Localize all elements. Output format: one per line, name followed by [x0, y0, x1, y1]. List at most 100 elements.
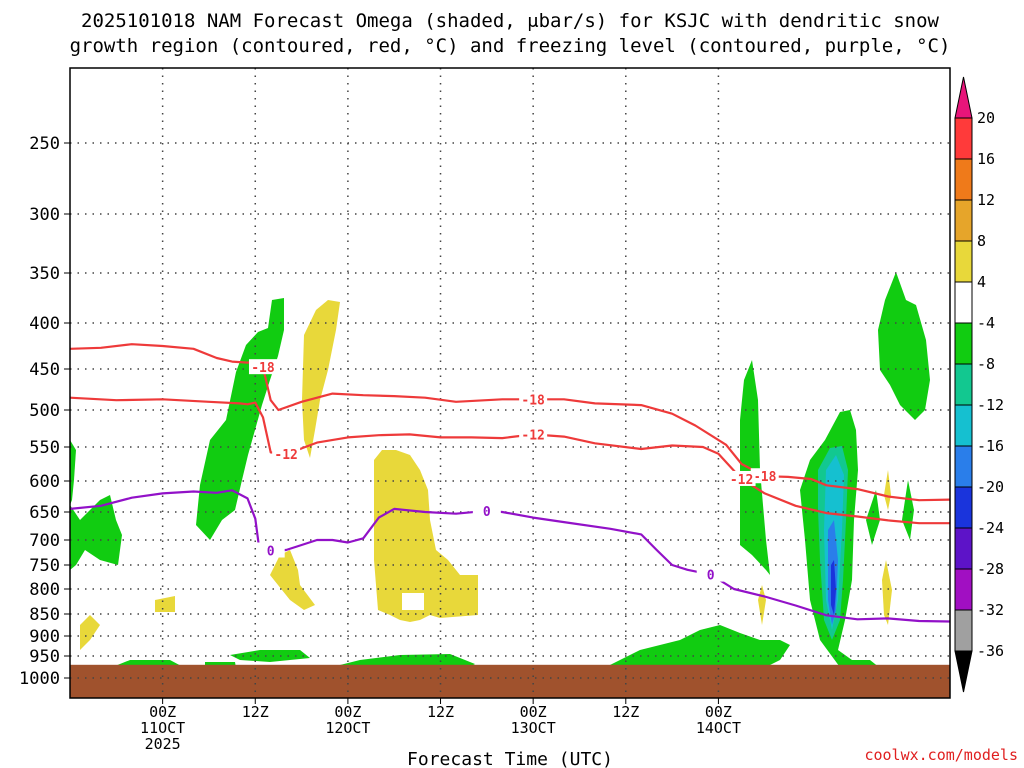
x-tick-label: 14OCT	[696, 719, 741, 737]
omega-region	[374, 450, 478, 622]
x-tick-label: 12Z	[612, 703, 639, 721]
contour-line	[70, 343, 950, 502]
x-tick-label: 00Z	[334, 703, 361, 721]
colorbar-label: 8	[977, 232, 986, 250]
colorbar-band	[954, 404, 973, 447]
colorbar-bottom-arrow	[954, 650, 973, 693]
y-tick-label: 600	[29, 472, 60, 492]
omega-region	[70, 440, 76, 505]
contour-label-bg	[256, 542, 285, 558]
contour-label-bg	[519, 426, 548, 442]
colorbar-legend: 20 16 12 8 4 -4 -8 -12 -16 -20 -24 -28 -32 -36	[954, 76, 1004, 693]
omega-region	[758, 585, 766, 625]
y-tick-label: 300	[29, 205, 60, 225]
x-tick-label: 13OCT	[511, 719, 556, 737]
y-tick-label: 400	[29, 314, 60, 334]
y-tick-label: 250	[29, 134, 60, 154]
colorbar-top-arrow	[954, 76, 973, 119]
colorbar-label: -20	[977, 478, 1004, 496]
colorbar-label: -4	[977, 314, 995, 332]
contour-label: -12	[730, 473, 753, 488]
plot-frame	[69, 67, 951, 699]
omega-region	[831, 560, 836, 615]
colorbar-label: -16	[977, 437, 1004, 455]
x-tick-label: 12Z	[427, 703, 454, 721]
omega-region	[902, 480, 914, 540]
colorbar-label: -12	[977, 396, 1004, 414]
colorbar-band	[954, 117, 973, 160]
colorbar-label: -36	[977, 642, 1004, 660]
colorbar-band	[954, 363, 973, 406]
contour-label: -12	[274, 448, 297, 463]
y-tick-label: 1000	[19, 669, 60, 689]
x-axis-title: Forecast Time (UTC)	[407, 749, 613, 768]
omega-shading	[70, 272, 930, 673]
contour-line	[70, 489, 950, 623]
colorbar-band	[954, 240, 973, 283]
omega-region	[270, 550, 315, 610]
contour-label: -18	[753, 470, 777, 485]
colorbar-label: 20	[977, 109, 995, 127]
contour-label: -12	[521, 428, 544, 443]
contour-label: -18	[251, 361, 275, 376]
colorbar-label: -8	[977, 355, 995, 373]
contour-label: 0	[483, 505, 491, 520]
colorbar-label: -28	[977, 560, 1004, 578]
contour-label-bg	[750, 468, 779, 484]
x-tick-label: 2025	[145, 735, 181, 753]
omega-region	[196, 298, 284, 540]
colorbar-band	[954, 281, 973, 324]
y-tick-label: 750	[29, 556, 60, 576]
gridlines	[70, 68, 950, 698]
colorbar-band	[954, 527, 973, 570]
contour-label-bg	[696, 566, 725, 582]
colorbar-label: 16	[977, 150, 995, 168]
contour-line	[70, 396, 950, 525]
chart-title-line1: 2025101018 NAM Forecast Omega (shaded, μ…	[81, 10, 939, 32]
omega-region	[402, 593, 424, 610]
colorbar-band	[954, 158, 973, 201]
colorbar-label: -24	[977, 519, 1004, 537]
contour-label: -18	[521, 393, 545, 408]
colorbar-band	[954, 445, 973, 488]
omega-region	[70, 495, 122, 570]
colorbar-label: -32	[977, 601, 1004, 619]
omega-region	[740, 360, 770, 575]
contour-label-bg	[472, 502, 501, 518]
y-tick-label: 450	[29, 360, 60, 380]
colorbar-band	[954, 322, 973, 365]
colorbar-band	[954, 609, 973, 652]
omega-region	[230, 650, 310, 662]
y-tick-label: 800	[29, 580, 60, 600]
ground-surface	[70, 664, 950, 698]
omega-region	[882, 560, 892, 625]
y-tick-label: 650	[29, 503, 60, 523]
y-tick-label: 950	[29, 647, 60, 667]
x-tick-label: 00Z	[520, 703, 547, 721]
y-tick-label: 900	[29, 627, 60, 647]
colorbar-band	[954, 486, 973, 529]
omega-region	[302, 300, 340, 458]
y-tick-label: 700	[29, 531, 60, 551]
y-tick-label: 550	[29, 438, 60, 458]
omega-region	[600, 625, 790, 672]
omega-region	[155, 596, 175, 612]
contour-label-bg	[519, 391, 548, 407]
contour-label-bg	[272, 445, 301, 461]
y-tick-label: 350	[29, 264, 60, 284]
omega-region	[80, 615, 100, 650]
colorbar-band	[954, 199, 973, 242]
contour-label: 0	[707, 569, 715, 584]
contour-label-bg	[248, 359, 277, 375]
x-tick-label: 00Z	[705, 703, 732, 721]
colorbar-label: 4	[977, 273, 986, 291]
omega-region	[884, 470, 891, 510]
y-tick-label: 850	[29, 605, 60, 625]
chart-title-line2: growth region (contoured, red, °C) and f…	[70, 35, 951, 57]
watermark: coolwx.com/models	[864, 746, 1018, 764]
x-tick-label: 00Z	[149, 703, 176, 721]
